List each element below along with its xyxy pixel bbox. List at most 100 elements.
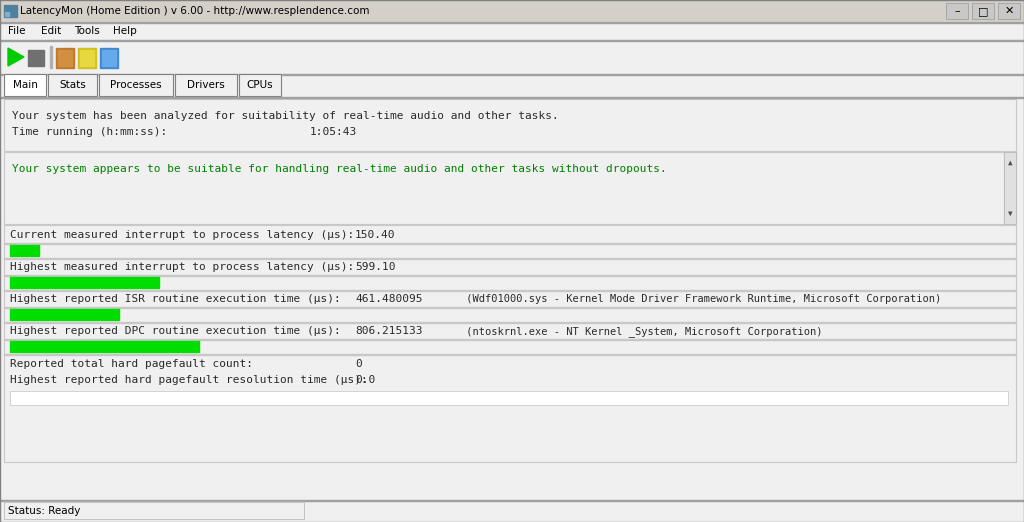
Bar — [40, 341, 49, 352]
Text: 461.480095: 461.480095 — [355, 294, 423, 304]
Bar — [0, 500, 1024, 522]
Bar — [4, 74, 46, 96]
Bar — [150, 341, 159, 352]
Bar — [0, 0, 1024, 22]
Bar — [170, 341, 179, 352]
Bar — [946, 3, 968, 19]
Bar — [28, 50, 44, 66]
Text: 1:05:43: 1:05:43 — [310, 127, 357, 137]
Bar — [4, 225, 1016, 462]
Text: (Wdf01000.sys - Kernel Mode Driver Framework Runtime, Microsoft Corporation): (Wdf01000.sys - Kernel Mode Driver Frame… — [460, 294, 941, 304]
Text: 0: 0 — [355, 359, 361, 369]
Bar — [998, 3, 1020, 19]
Bar — [98, 74, 173, 96]
Bar — [100, 48, 118, 68]
Bar — [175, 74, 237, 96]
Text: Help: Help — [114, 26, 137, 36]
Bar — [40, 277, 49, 288]
Bar — [100, 309, 109, 320]
Bar — [30, 245, 39, 256]
Bar — [140, 277, 150, 288]
Bar — [30, 341, 39, 352]
Bar — [1004, 152, 1016, 224]
Bar — [30, 277, 39, 288]
Bar — [10, 391, 1008, 405]
Bar — [78, 48, 96, 68]
Text: Your system appears to be suitable for handling real-time audio and other tasks : Your system appears to be suitable for h… — [12, 164, 667, 174]
Bar — [48, 74, 96, 96]
Bar — [4, 339, 1016, 340]
Bar — [10, 309, 19, 320]
Bar — [10, 245, 19, 256]
Bar — [20, 277, 29, 288]
Bar — [10, 341, 19, 352]
Bar — [70, 341, 79, 352]
Text: ▼: ▼ — [1008, 209, 1013, 218]
Bar — [98, 74, 173, 96]
Bar — [972, 3, 994, 19]
Bar — [70, 277, 79, 288]
Bar — [100, 277, 109, 288]
Text: LatencyMon (Home Edition ) v 6.00 - http://www.resplendence.com: LatencyMon (Home Edition ) v 6.00 - http… — [20, 6, 370, 16]
Text: 0.0: 0.0 — [355, 375, 375, 385]
Bar — [120, 277, 129, 288]
Text: Your system has been analyzed for suitability of real-time audio and other tasks: Your system has been analyzed for suitab… — [12, 111, 559, 121]
Text: Processes: Processes — [110, 80, 162, 90]
Bar — [4, 99, 1016, 151]
Bar — [120, 341, 129, 352]
Bar — [998, 3, 1020, 19]
Bar — [4, 74, 46, 96]
Text: Highest reported DPC routine execution time (µs):: Highest reported DPC routine execution t… — [10, 326, 341, 336]
Bar — [4, 152, 1016, 224]
Bar — [0, 98, 1024, 500]
Text: CPUs: CPUs — [246, 80, 272, 90]
Bar — [140, 341, 150, 352]
Bar — [0, 74, 1024, 75]
Bar — [4, 5, 17, 17]
Bar — [80, 341, 89, 352]
Bar — [4, 258, 1016, 259]
Bar — [0, 40, 1024, 41]
Bar — [4, 243, 1016, 244]
Bar — [0, 500, 1024, 501]
Text: ▲: ▲ — [1008, 158, 1013, 167]
Bar — [70, 309, 79, 320]
Bar — [5, 12, 9, 16]
Bar — [60, 277, 69, 288]
Text: Reported total hard pagefault count:: Reported total hard pagefault count: — [10, 359, 253, 369]
Bar — [10, 391, 1008, 405]
Bar — [150, 277, 159, 288]
Bar — [30, 309, 39, 320]
Bar — [4, 322, 1016, 323]
Bar — [0, 40, 1024, 74]
Text: File: File — [8, 26, 26, 36]
Text: Edit: Edit — [41, 26, 61, 36]
Bar — [180, 341, 189, 352]
Text: Time running (h:mm:ss):: Time running (h:mm:ss): — [12, 127, 167, 137]
Bar — [1004, 152, 1016, 224]
Bar — [10, 277, 19, 288]
Text: Highest measured interrupt to process latency (µs):: Highest measured interrupt to process la… — [10, 262, 354, 272]
Bar — [160, 341, 169, 352]
Bar — [60, 309, 69, 320]
Bar — [20, 245, 29, 256]
Bar — [4, 354, 1016, 355]
Text: Tools: Tools — [75, 26, 100, 36]
Bar — [90, 277, 99, 288]
Bar — [90, 341, 99, 352]
Bar — [130, 341, 139, 352]
Bar — [4, 99, 1016, 151]
Bar — [4, 290, 1016, 291]
Bar — [80, 309, 89, 320]
Bar — [80, 50, 94, 66]
Text: 599.10: 599.10 — [355, 262, 395, 272]
Bar — [100, 341, 109, 352]
Bar — [4, 502, 304, 519]
Bar — [58, 50, 72, 66]
Text: Current measured interrupt to process latency (µs):: Current measured interrupt to process la… — [10, 230, 354, 240]
Bar — [20, 341, 29, 352]
Text: Highest reported ISR routine execution time (µs):: Highest reported ISR routine execution t… — [10, 294, 341, 304]
Bar — [40, 309, 49, 320]
Bar — [80, 277, 89, 288]
Bar — [90, 309, 99, 320]
